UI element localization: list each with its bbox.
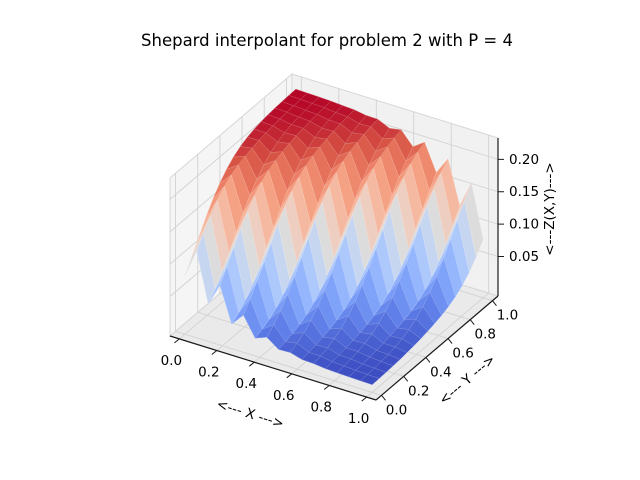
axis-ticks: 0.00.20.40.60.81.00.00.20.40.60.81.00.05… [161,152,539,427]
surface-quad [280,176,300,210]
y-tick-label: 0.4 [430,364,451,380]
y-tick-label: 0.8 [475,327,496,343]
surface-quad [391,163,411,196]
x-tick-label-mark [248,361,255,367]
grid-line [366,292,489,398]
x-tick-label: 0.4 [236,376,257,392]
surface-quad [354,167,374,201]
x-tick-label-mark [286,373,293,379]
y-tick-label-mark [492,300,497,307]
grid-line [175,330,382,396]
surface-quad [243,298,263,339]
y-tick-label-mark [447,338,453,344]
x-tick-label-mark [361,396,367,402]
x-tick-label-mark [211,350,218,355]
z-tick-label: 0.10 [509,217,539,233]
surface-quad [242,181,262,214]
y-axis-line [375,295,499,401]
y-tick-label: 0.0 [386,402,407,418]
plot-title: Shepard interpolant for problem 2 with P… [141,31,513,50]
y-tick-label: 0.6 [452,346,473,362]
surface-mesh [184,88,484,385]
z-tick-label: 0.20 [509,152,539,168]
x-tick-label: 0.6 [273,388,294,404]
y-tick-label: 0.2 [408,383,429,399]
surface-quad [317,172,337,205]
axis-lines [169,138,499,401]
y-tick-label-mark [469,319,475,325]
x-tick-label: 0.0 [161,353,182,369]
surface-quad [429,158,449,192]
x-tick-label-mark [174,338,180,344]
x-axis-line [169,335,377,401]
x-tick-label: 0.8 [310,399,331,415]
surface-quad [205,185,225,219]
x-tick-label: 1.0 [348,411,369,427]
x-tick-label-mark [323,385,330,390]
z-tick-label: 0.05 [509,249,539,265]
surface-quad [360,374,380,385]
z-axis-label: <---Z(X,Y)---> [542,162,558,255]
y-tick-label: 1.0 [497,308,518,324]
y-tick-label-mark [425,357,431,363]
z-tick-label: 0.15 [509,184,539,200]
y-tick-label-mark [381,394,386,401]
x-tick-label: 0.2 [198,365,219,381]
y-tick-label-mark [403,376,409,382]
